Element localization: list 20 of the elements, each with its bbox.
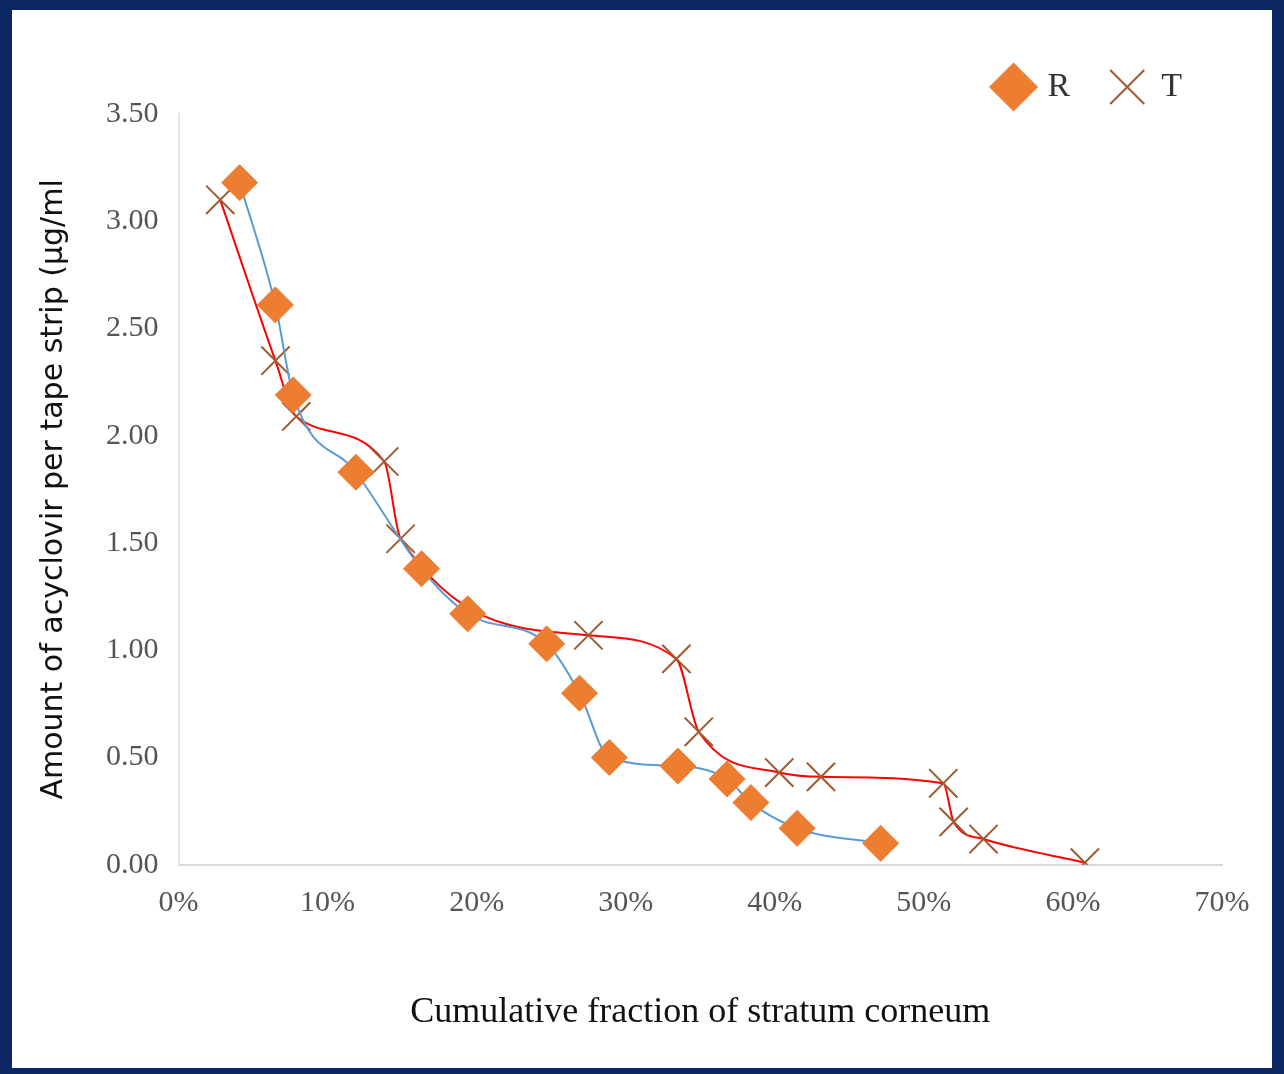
y-tick-label: 1.50 (106, 523, 159, 557)
y-tick-label: 3.00 (106, 202, 159, 236)
x-tick-label: 50% (896, 883, 952, 917)
y-tick-label: 0.00 (106, 845, 159, 879)
x-tick-label: 20% (449, 883, 505, 917)
y-tick-label: 3.50 (106, 94, 159, 128)
y-tick-label: 1.00 (106, 631, 159, 665)
x-tick-label: 30% (598, 883, 654, 917)
legend-label: T (1161, 65, 1183, 103)
y-axis-title: Amount of acyclovir per tape strip (μg/ml (33, 179, 69, 800)
x-tick-label: 60% (1045, 883, 1101, 917)
y-tick-label: 0.50 (106, 738, 159, 772)
x-tick-label: 70% (1194, 883, 1250, 917)
x-tick-label: 40% (747, 883, 803, 917)
x-tick-label: 10% (300, 883, 356, 917)
legend-label: R (1047, 65, 1071, 103)
x-axis-title: Cumulative fraction of stratum corneum (410, 989, 991, 1030)
x-tick-label: 0% (158, 883, 199, 917)
y-tick-label: 2.50 (106, 309, 159, 343)
y-tick-label: 2.00 (106, 416, 159, 450)
